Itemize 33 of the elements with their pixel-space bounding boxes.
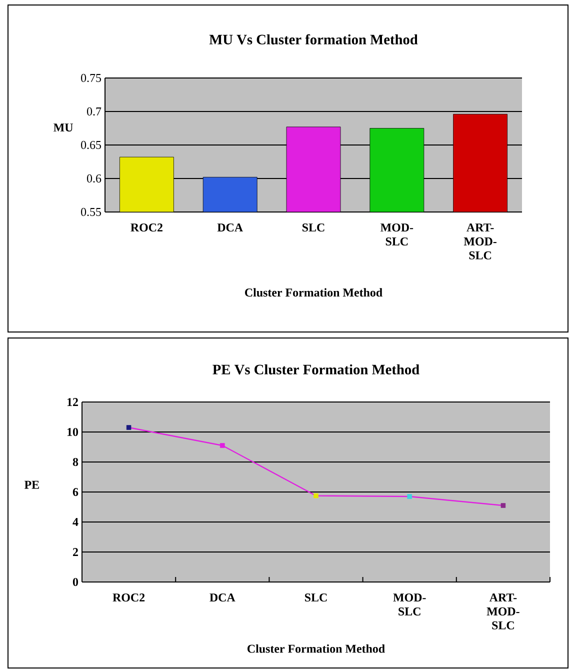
- chart-title: MU Vs Cluster formation Method: [209, 34, 418, 44]
- x-tick-label: SLC: [305, 594, 327, 602]
- x-tick-label: DCA: [217, 224, 243, 232]
- x-tick-label: SLC: [302, 224, 324, 232]
- y-tick-label: 8: [72, 458, 78, 466]
- y-tick-label: 2: [73, 548, 78, 556]
- y-axis-title: MU: [54, 124, 73, 132]
- y-tick-label: 0.55: [81, 208, 102, 216]
- point: [407, 494, 412, 499]
- y-tick-label: 0.6: [86, 174, 102, 183]
- y-tick-label: 0: [72, 578, 78, 586]
- x-tick-label: ROC2: [130, 224, 162, 232]
- x-tick-label: ART-MOD-SLC: [464, 224, 496, 260]
- y-tick-label: 10: [67, 428, 78, 436]
- y-tick-label: 6: [72, 488, 78, 496]
- point: [314, 493, 318, 498]
- x-tick-label: DCA: [210, 594, 236, 602]
- point: [126, 425, 132, 430]
- x-axis-title: Cluster Formation Method: [245, 288, 382, 297]
- y-axis-title: PE: [24, 480, 39, 489]
- point: [220, 443, 225, 448]
- x-axis-title: Cluster Formation Method: [248, 644, 385, 653]
- x-tick-label: ART-MOD-SLC: [486, 594, 520, 630]
- y-tick-label: 0.65: [81, 140, 102, 150]
- y-tick-label: 0.7: [86, 107, 102, 116]
- x-tick-label: MOD-SLC: [380, 224, 414, 246]
- x-tick-label: MOD-SLC: [393, 594, 426, 616]
- chart-title: PE Vs Cluster Formation Method: [212, 364, 420, 374]
- y-tick-label: 0.75: [81, 74, 102, 82]
- y-tick-label: 4: [72, 518, 78, 526]
- point: [500, 503, 506, 508]
- y-tick-label: 12: [67, 398, 78, 406]
- x-tick-label: ROC2: [112, 594, 145, 602]
